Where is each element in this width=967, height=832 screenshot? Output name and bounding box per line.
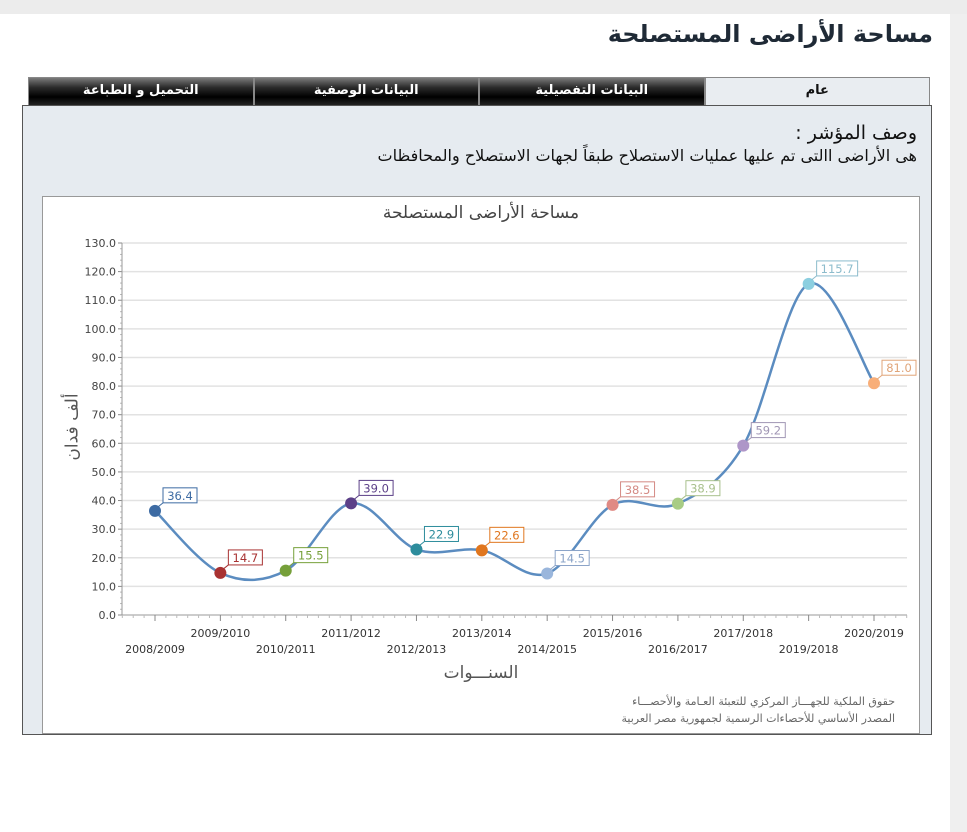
y-tick-label: 40.0 — [92, 495, 117, 508]
x-tick-label: 2009/2010 — [191, 627, 251, 640]
data-label-connector — [549, 565, 556, 570]
scrollbar[interactable] — [950, 14, 967, 832]
data-label-box — [162, 487, 198, 504]
tab-detailed-data[interactable]: البيانات التفصيلية — [479, 77, 705, 105]
y-tick-label: 50.0 — [92, 466, 117, 479]
data-label-box — [358, 479, 394, 496]
data-label: 14.5 — [559, 552, 585, 566]
data-label-connector — [157, 502, 164, 508]
data-label: 38.9 — [690, 482, 716, 496]
data-point — [802, 277, 815, 290]
tab-general[interactable]: عام — [704, 77, 930, 107]
data-label: 22.9 — [429, 527, 455, 541]
y-tick-label: 20.0 — [92, 552, 117, 565]
chart-title: مساحة الأراضى المستصلحة — [382, 203, 580, 223]
data-point — [475, 544, 488, 557]
data-point — [345, 497, 358, 510]
data-point — [214, 566, 227, 579]
data-label: 14.7 — [233, 551, 259, 565]
data-label-box — [489, 526, 525, 543]
data-point — [671, 497, 684, 510]
y-tick-label: 130.0 — [85, 237, 117, 250]
data-label-box — [816, 260, 859, 277]
x-tick-label: 2013/2014 — [452, 627, 512, 640]
data-label-box — [293, 547, 329, 564]
data-label-box — [554, 550, 590, 567]
data-point — [737, 439, 750, 452]
data-label: 59.2 — [755, 424, 781, 438]
indicator-description: هى الأراضى االتى تم عليها عمليات الاستصل… — [377, 146, 917, 165]
y-tick-label: 100.0 — [85, 323, 117, 336]
y-tick-label: 60.0 — [92, 437, 117, 450]
page-title: مساحة الأراضى المستصلحة — [607, 20, 933, 48]
tab-bar: عام البيانات التفصيلية البيانات الوصفية … — [28, 77, 930, 107]
y-tick-label: 70.0 — [92, 409, 117, 422]
data-label: 15.5 — [298, 549, 324, 563]
copyright-line-1: حقوق الملكية للجهـــاز المركزي للتعبئة ا… — [632, 695, 895, 708]
y-tick-label: 110.0 — [85, 294, 117, 307]
copyright-note: حقوق الملكية للجهـــاز المركزي للتعبئة ا… — [621, 693, 895, 727]
source-line-2: المصدر الأساسي للأحصاءات الرسمية لجمهوري… — [621, 712, 895, 725]
data-label: 39.0 — [363, 481, 389, 495]
x-tick-label: 2010/2011 — [256, 643, 316, 656]
data-point — [410, 543, 423, 556]
data-label-connector — [615, 496, 621, 502]
data-label-box — [685, 480, 721, 497]
chart-container: مساحة الأراضى المستصلحة 0.0 10.0 20.0 30.0 4… — [42, 196, 920, 734]
data-label-connector — [680, 495, 687, 501]
data-point — [541, 567, 554, 580]
x-tick-label: 2020/2019 — [844, 627, 904, 640]
data-label-connector — [745, 437, 752, 442]
y-tick-label: 30.0 — [92, 523, 117, 536]
data-label: 115.7 — [821, 262, 854, 276]
x-tick-label: 2016/2017 — [648, 643, 708, 656]
x-tick-label: 2019/2018 — [779, 643, 839, 656]
data-point — [279, 564, 292, 577]
data-label-connector — [484, 541, 491, 547]
data-point — [606, 498, 619, 511]
x-tick-label: 2008/2009 — [125, 643, 185, 656]
data-label-box — [620, 481, 656, 498]
x-tick-label: 2014/2015 — [517, 643, 577, 656]
x-axis-label: السنـــوات — [443, 663, 519, 683]
y-tick-label: 80.0 — [92, 380, 117, 393]
indicator-heading: وصف المؤشر : — [795, 122, 917, 144]
data-label: 36.4 — [167, 489, 193, 503]
x-tick-label: 2017/2018 — [713, 627, 773, 640]
data-label-box — [750, 422, 786, 439]
x-tick-label: 2015/2016 — [583, 627, 643, 640]
data-point — [868, 377, 880, 390]
y-tick-label: 10.0 — [92, 580, 117, 593]
x-tick-label: 2011/2012 — [321, 627, 381, 640]
data-label-connector — [353, 495, 360, 500]
line-chart: 0.0 10.0 20.0 30.0 40.0 50.0 60.0 70.0 80.0 90.0 1… — [85, 237, 917, 656]
tab-download-print[interactable]: التحميل و الطباعة — [28, 77, 254, 105]
data-point — [149, 504, 161, 517]
data-label-box — [423, 525, 459, 542]
data-label-connector — [419, 541, 425, 546]
data-label: 38.5 — [625, 483, 651, 497]
y-tick-label: 120.0 — [85, 266, 117, 279]
y-tick-label: 90.0 — [92, 351, 117, 364]
data-label-box — [227, 549, 263, 566]
data-label-connector — [288, 562, 295, 568]
tab-panel: وصف المؤشر : هى الأراضى االتى تم عليها ع… — [22, 105, 932, 735]
data-label-connector — [223, 564, 229, 570]
data-label-connector — [876, 374, 883, 380]
x-tick-label: 2012/2013 — [387, 643, 447, 656]
data-label-box — [881, 359, 917, 376]
y-tick-label: 0.0 — [99, 609, 117, 622]
data-label-connector — [811, 275, 817, 281]
data-label: 22.6 — [494, 528, 520, 542]
data-label: 81.0 — [886, 361, 912, 375]
y-axis-label: ألف فدان — [62, 393, 83, 461]
tab-metadata[interactable]: البيانات الوصفية — [253, 77, 479, 105]
